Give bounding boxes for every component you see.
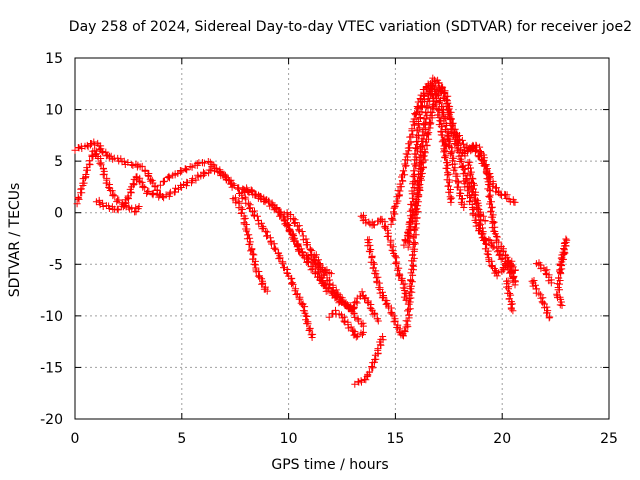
series-track-p [400,83,519,249]
y-tick-label: -5 [49,257,63,273]
data-point-markers [400,83,519,249]
data-point-markers [387,80,468,228]
y-tick-label: -15 [40,360,63,376]
plot-border [74,57,610,420]
y-tick-label: 5 [54,154,63,170]
data-point-markers [73,147,143,216]
data-point-markers [236,189,317,342]
y-tick-label: -20 [40,412,63,428]
series-track-i [310,251,382,325]
data-point-markers [528,277,554,322]
data-point-markers [310,251,382,325]
series-track-n [387,80,468,228]
series-track-b [73,147,143,216]
series-track-k [351,332,387,388]
chart-title: Day 258 of 2024, Sidereal Day-to-day VTE… [68,19,632,35]
data-point-markers [460,177,519,285]
y-tick-label: -10 [40,309,63,325]
data-point-markers [71,138,164,198]
data-point-markers [357,211,410,304]
x-tick-label: 15 [386,431,404,447]
series-track-l [357,211,410,304]
series-track-t [503,277,517,315]
x-tick-label: 20 [493,431,511,447]
data-point-markers [553,235,571,310]
series-track-a [71,138,164,198]
data-point-markers [503,277,517,315]
x-tick-label: 10 [280,431,298,447]
series-track-f [236,189,317,342]
series-track-j [325,306,367,341]
data-point-markers [532,259,555,287]
data-point-markers [351,332,387,388]
data-point-markers [404,86,456,251]
series-track-s [460,177,519,285]
series-track-e [229,194,271,295]
data-point-markers [325,306,367,341]
x-tick-label: 25 [600,431,618,447]
y-axis-label: SDTVAR / TECUs [7,182,23,298]
series-track-w [553,235,571,310]
series-track-o [404,86,456,251]
series-track-v [532,259,555,287]
y-tick-label: 15 [45,51,63,67]
y-tick-label: 10 [45,103,63,119]
series-track-u [528,277,554,322]
data-point-markers [229,194,271,295]
x-axis-label: GPS time / hours [271,457,389,473]
x-tick-label: 5 [177,431,186,447]
y-tick-label: 0 [54,206,63,222]
x-tick-label: 0 [71,431,80,447]
